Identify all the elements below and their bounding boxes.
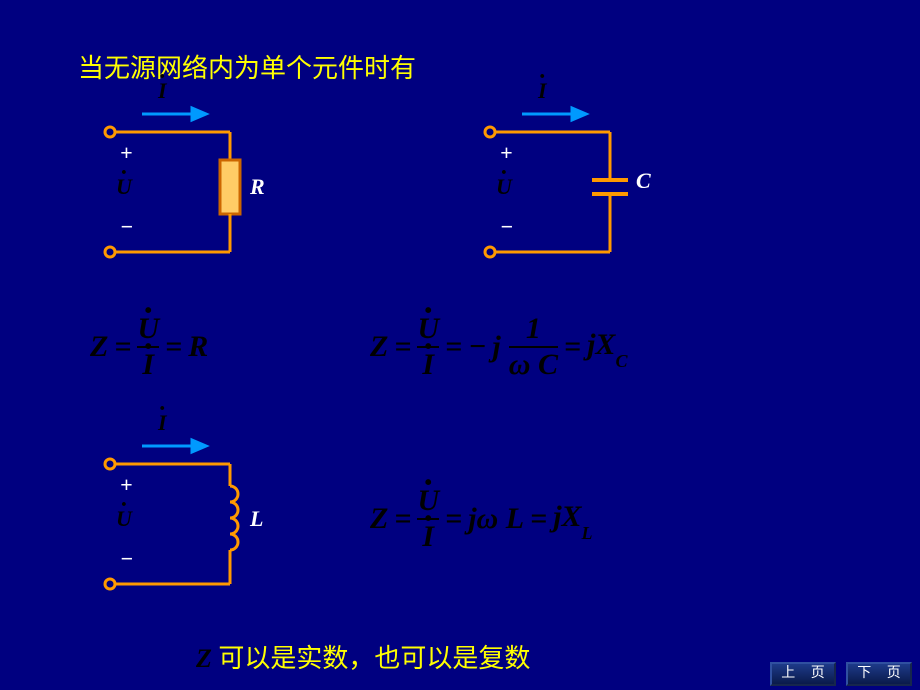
next-page-button[interactable]: 下 页 [846,662,912,686]
bottom-note-text: 可以是实数，也可以是复数 [212,644,531,673]
voltage-label: U [116,174,132,200]
bottom-note: Z 可以是实数，也可以是复数 [196,638,530,675]
slide-title: 当无源网络内为单个元件时有 [78,48,416,85]
component-label-l: L [250,506,263,532]
minus-terminal: − [120,546,133,572]
equation-r: Z= UI =R [90,314,208,380]
circuit-inductor: I + U − L [80,414,360,604]
component-label-c: C [636,168,651,194]
circuit-resistor: I + U − R [80,82,360,272]
current-label: I [538,78,547,104]
current-label: I [158,78,167,104]
voltage-label: U [496,174,512,200]
minus-terminal: − [500,214,513,240]
equation-c: Z= UI =−j 1ω C =jXC [370,314,627,380]
voltage-label: U [116,506,132,532]
component-label-r: R [250,174,265,200]
prev-page-button[interactable]: 上 页 [770,662,836,686]
minus-terminal: − [120,214,133,240]
current-label: I [158,410,167,436]
circuit-capacitor: I + U − C [460,82,740,272]
z-symbol: Z [196,644,212,673]
equation-l: Z= UI =jω L =jXL [370,486,593,552]
